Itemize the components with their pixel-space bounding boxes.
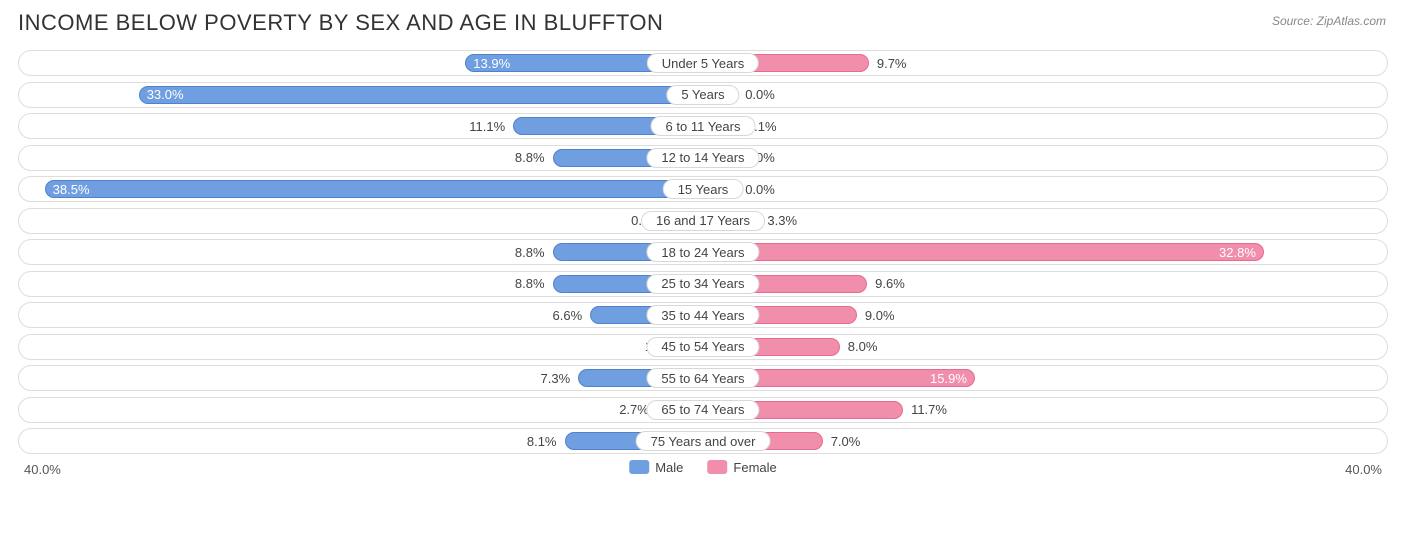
legend-label: Male [655, 460, 683, 475]
male-bar [139, 86, 703, 104]
axis-max-left: 40.0% [24, 462, 61, 477]
axis-legend-row: 40.0% Male Female 40.0% [18, 460, 1388, 482]
axis-max-right: 40.0% [1345, 462, 1382, 477]
female-value-label: 9.0% [857, 303, 903, 327]
female-value-label: 9.7% [869, 51, 915, 75]
category-label: 6 to 11 Years [651, 116, 756, 136]
diverging-bar-chart: 13.9%9.7%Under 5 Years33.0%0.0%5 Years11… [18, 50, 1388, 454]
source-attribution: Source: ZipAtlas.com [1272, 14, 1386, 28]
female-value-label: 15.9% [922, 366, 975, 390]
legend-swatch [707, 460, 727, 474]
chart-container: INCOME BELOW POVERTY BY SEX AND AGE IN B… [0, 0, 1406, 559]
category-label: 16 and 17 Years [641, 211, 765, 231]
category-label: 15 Years [663, 179, 744, 199]
male-value-label: 11.1% [461, 114, 513, 138]
male-bar [45, 180, 703, 198]
female-value-label: 3.3% [759, 209, 805, 233]
chart-row: 8.8% 32.8% 18 to 24 Years [18, 239, 1388, 265]
chart-row: 7.3% 15.9% 55 to 64 Years [18, 365, 1388, 391]
category-label: 12 to 14 Years [646, 148, 759, 168]
female-value-label: 0.0% [737, 83, 783, 107]
male-value-label: 8.8% [507, 146, 553, 170]
legend-item: Female [707, 460, 776, 475]
category-label: 35 to 44 Years [646, 305, 759, 325]
chart-row: 8.8%0.0%12 to 14 Years [18, 145, 1388, 171]
chart-row: 0.0%3.3%16 and 17 Years [18, 208, 1388, 234]
male-value-label: 8.8% [507, 240, 553, 264]
category-label: 75 Years and over [636, 431, 771, 451]
chart-row: 8.1% 7.0% 75 Years and over [18, 428, 1388, 454]
legend-swatch [629, 460, 649, 474]
category-label: 45 to 54 Years [646, 337, 759, 357]
category-label: Under 5 Years [647, 53, 759, 73]
female-value-label: 32.8% [1211, 240, 1264, 264]
female-value-label: 8.0% [840, 335, 886, 359]
legend-label: Female [733, 460, 776, 475]
male-value-label: 8.8% [507, 272, 553, 296]
category-label: 65 to 74 Years [646, 400, 759, 420]
chart-title: INCOME BELOW POVERTY BY SEX AND AGE IN B… [18, 10, 1388, 36]
female-value-label: 9.6% [867, 272, 913, 296]
chart-row: 2.7%11.7%65 to 74 Years [18, 397, 1388, 423]
male-value-label: 8.1% [519, 429, 565, 453]
male-value-label: 6.6% [545, 303, 591, 327]
female-value-label: 11.7% [903, 398, 955, 422]
male-value-label: 38.5% [45, 177, 98, 201]
male-value-label: 7.3% [533, 366, 579, 390]
category-label: 25 to 34 Years [646, 274, 759, 294]
chart-row: 33.0% 0.0%5 Years [18, 82, 1388, 108]
male-value-label: 13.9% [465, 51, 518, 75]
legend: Male Female [629, 460, 777, 475]
category-label: 5 Years [666, 85, 739, 105]
category-label: 55 to 64 Years [646, 368, 759, 388]
chart-row: 13.9% 9.7% Under 5 Years [18, 50, 1388, 76]
category-label: 18 to 24 Years [646, 242, 759, 262]
legend-item: Male [629, 460, 683, 475]
female-value-label: 7.0% [823, 429, 869, 453]
female-bar [703, 243, 1264, 261]
chart-row: 38.5% 0.0%15 Years [18, 176, 1388, 202]
female-value-label: 0.0% [737, 177, 783, 201]
chart-row: 1.2%8.0%45 to 54 Years [18, 334, 1388, 360]
male-value-label: 33.0% [139, 83, 192, 107]
chart-row: 8.8% 9.6% 25 to 34 Years [18, 271, 1388, 297]
chart-row: 6.6% 9.0% 35 to 44 Years [18, 302, 1388, 328]
chart-row: 11.1%2.1%6 to 11 Years [18, 113, 1388, 139]
